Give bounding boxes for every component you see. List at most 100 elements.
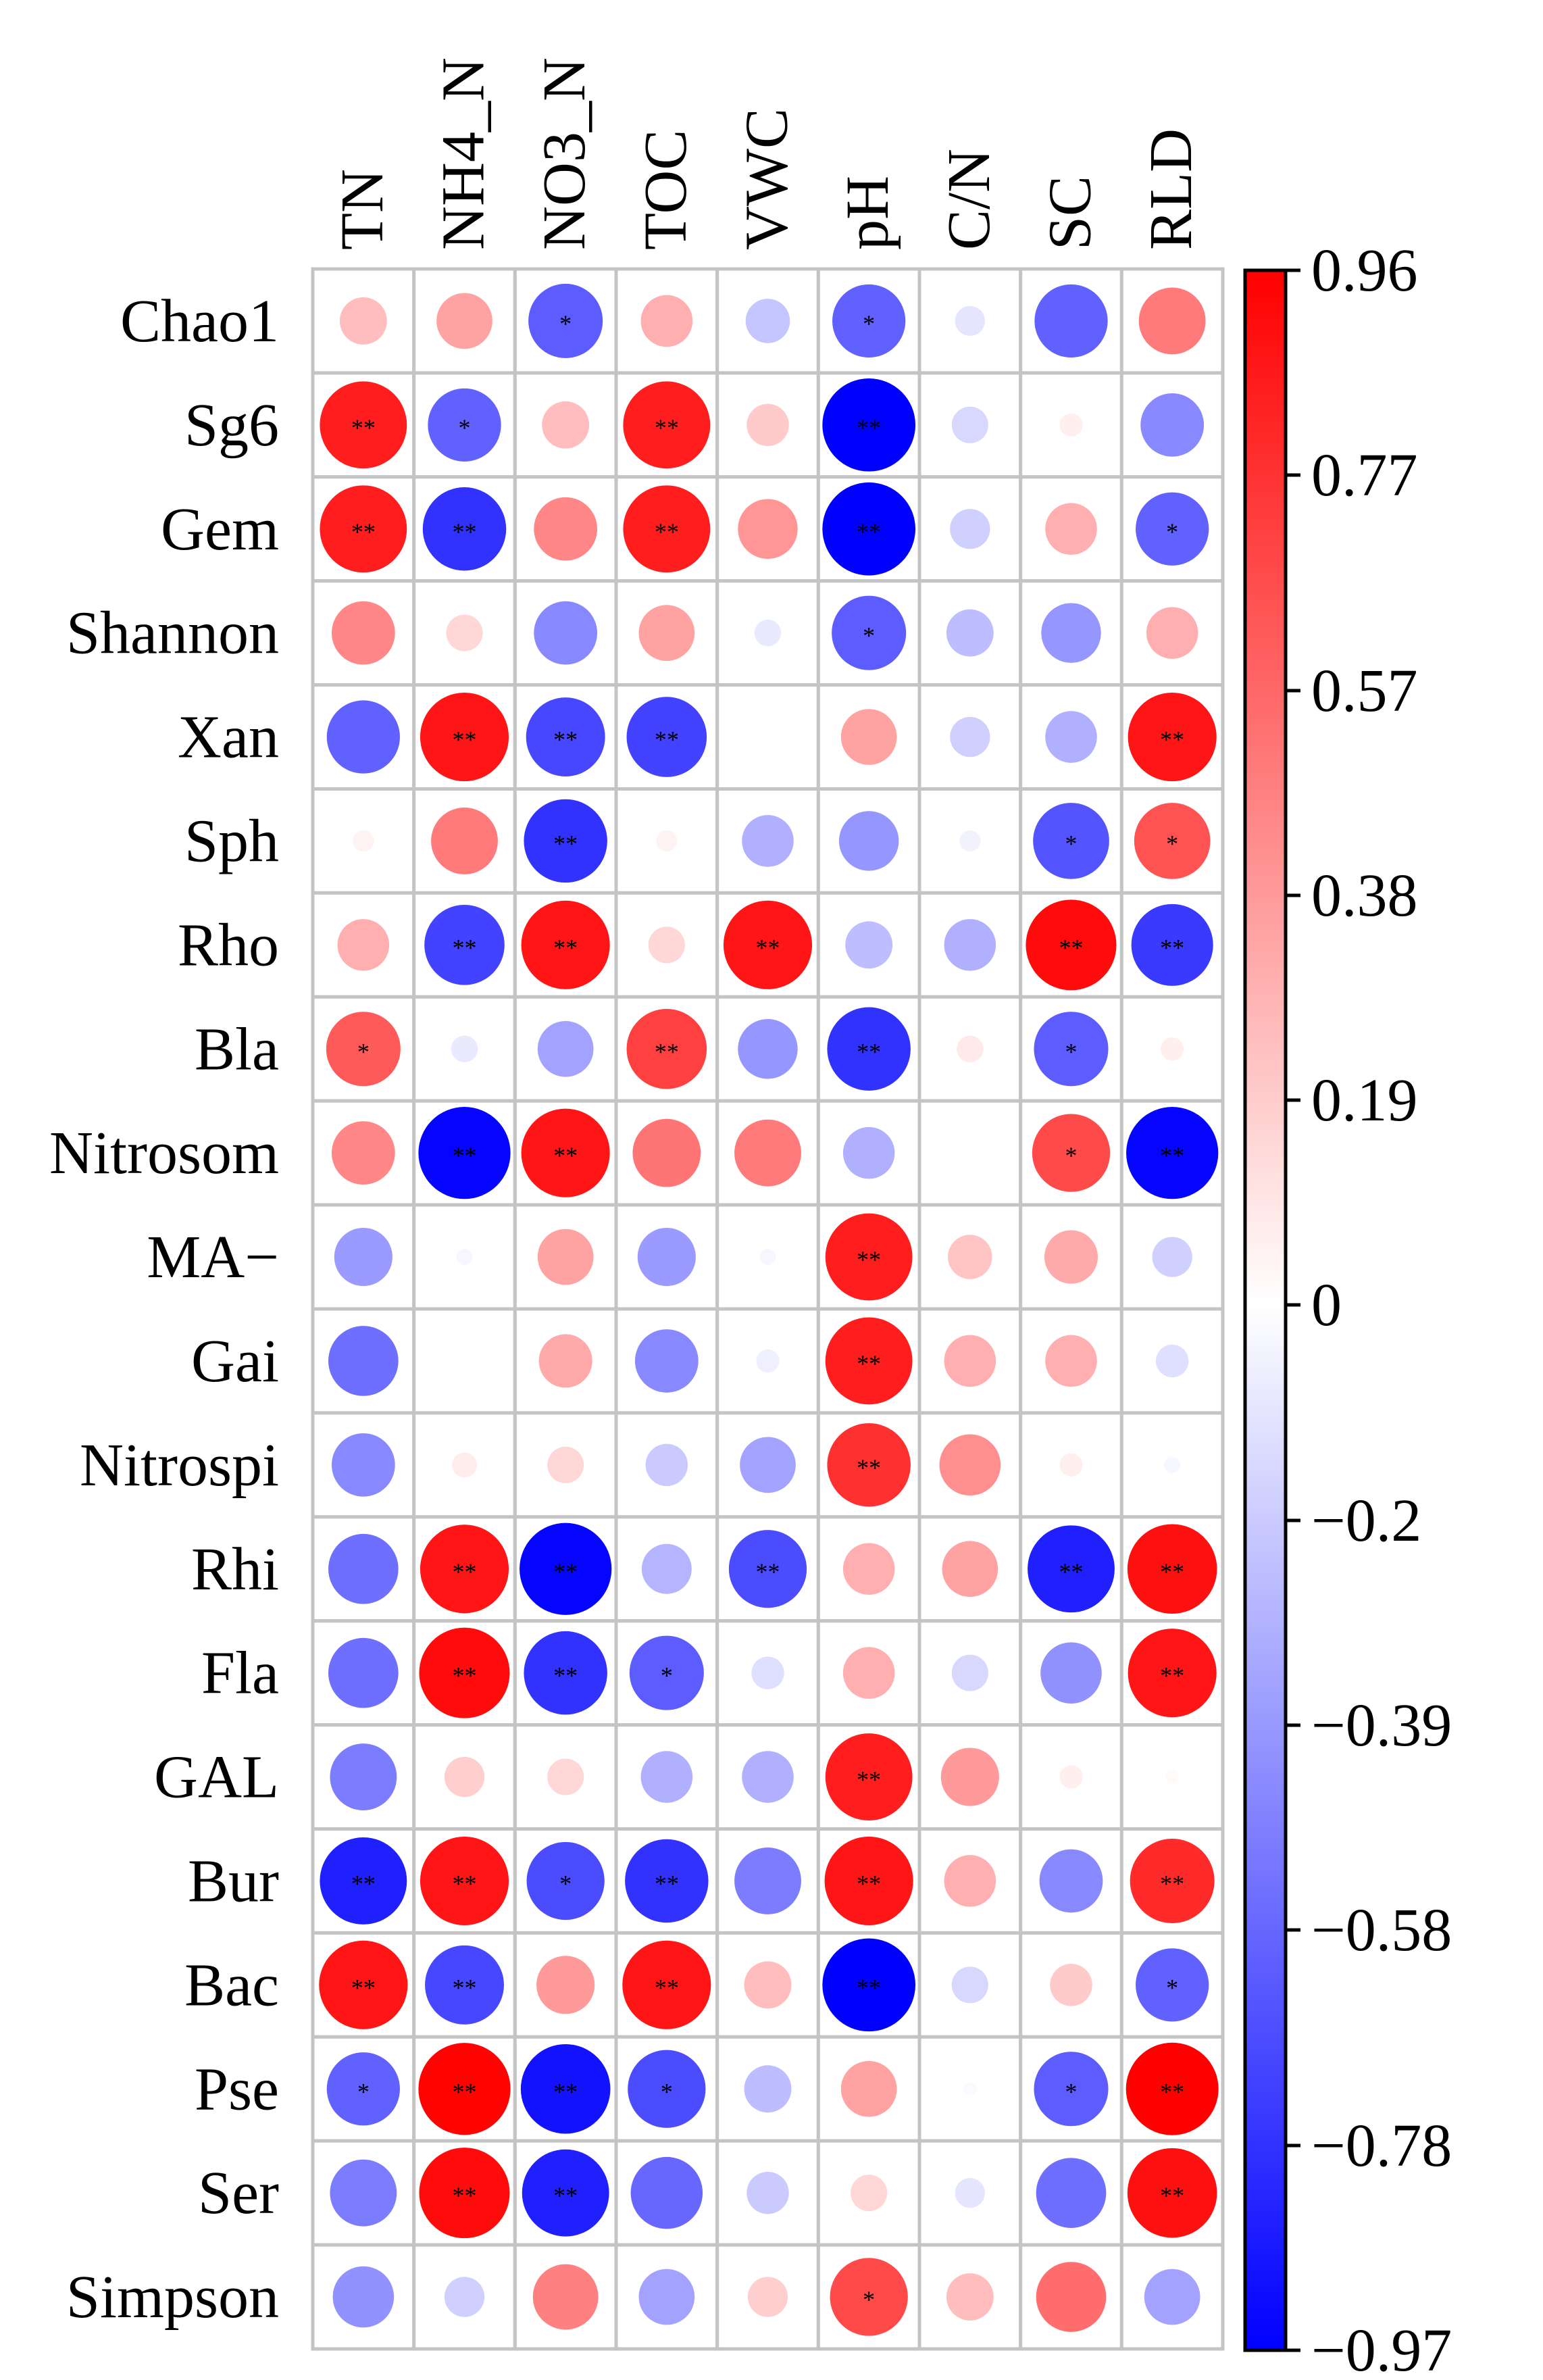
significance-marker: ** [857,1350,881,1377]
circle-ma−-ph [825,1213,913,1301]
grid-cell [715,371,820,479]
significance-marker: ** [553,1142,578,1169]
circle-simpson-nh4_n [444,2277,485,2317]
circle-nitrosom-nh4_n [418,1107,511,1199]
circle-sph-sc [1033,803,1109,879]
circle-chao1-c/n [955,305,985,337]
circle-bac-vwc [744,1961,792,2009]
significance-marker: * [357,1038,370,1065]
circle-ma−-toc [637,1227,696,1287]
circle-rho-tn [337,919,390,971]
circle-sg6-no3_n [542,401,590,449]
significance-marker: ** [857,1038,881,1065]
colorbar-tick-label: 0.19 [1311,1067,1418,1134]
colorbar-tick-label: 0 [1311,1272,1342,1339]
circle-nitrospi-rld [1164,1456,1181,1473]
circle-bur-sc [1039,1849,1103,1913]
circle-sg6-rld [1140,393,1205,457]
circle-bla-c/n [957,1035,984,1063]
circle-nitrosom-ph [842,1126,895,1179]
circle-bur-tn [320,1837,407,1925]
circle-nitrosom-rld [1126,1107,1219,1199]
circle-rhi-c/n [942,1541,998,1597]
circle-gal-tn [330,1743,397,1810]
circle-gai-tn [328,1326,399,1396]
circle-bla-tn [326,1012,401,1087]
significance-marker: ** [553,830,578,857]
circle-chao1-rld [1138,287,1206,355]
circle-xan-c/n [950,716,990,758]
circle-bur-nh4_n [420,1836,509,1926]
significance-marker: ** [857,1766,881,1793]
significance-marker: ** [453,2078,477,2105]
circle-nitrospi-toc [645,1443,688,1487]
row-label: Nitrospi [80,1432,279,1499]
significance-marker: ** [553,1558,578,1585]
circle-gai-ph [825,1317,913,1405]
circle-rhi-nh4_n [420,1524,509,1614]
circle-bac-sc [1050,1964,1092,2006]
row-label: Shannon [66,600,279,667]
significance-marker: ** [453,726,477,753]
circle-gal-sc [1059,1765,1083,1789]
column-label: NH4_N [430,57,497,250]
circle-gem-tn [320,485,407,573]
circle-nitrosom-tn [331,1121,395,1185]
circle-nitrosom-sc [1032,1114,1111,1192]
circle-pse-ph [840,2060,897,2117]
circle-nitrospi-c/n [939,1434,1001,1496]
colorbar-tick-label: −0.97 [1311,2317,1452,2380]
circle-bla-rld [1161,1037,1184,1061]
significance-marker: * [661,2078,673,2105]
circle-bac-toc [622,1940,711,2029]
significance-marker: ** [756,934,780,961]
grid-cell [412,1307,517,1415]
circle-bur-rld [1130,1838,1215,1923]
circle-fla-toc [629,1635,704,1710]
circle-pse-c/n [963,2082,977,2096]
significance-marker: ** [453,1142,477,1169]
circle-bur-c/n [944,1855,996,1907]
circle-bla-nh4_n [451,1035,478,1063]
circle-pse-tn [326,2052,400,2126]
column-label: TN [329,169,396,250]
circle-gem-nh4_n [422,487,507,571]
circle-fla-rld [1128,1629,1217,1718]
row-label: Sph [184,808,279,874]
grid-cell [715,683,820,791]
circle-rho-vwc [723,900,813,989]
circle-nitrosom-no3_n [521,1108,610,1197]
row-label: Sg6 [184,392,279,459]
circle-sph-tn [353,830,374,852]
column-labels: TN NH4_N NO3_N TOC VWC pH C/N SC RLD [329,57,1205,250]
circle-rho-nh4_n [424,905,505,985]
circle-sg6-tn [320,381,407,469]
significance-marker: * [459,414,471,441]
circle-ma−-tn [334,1227,393,1287]
significance-marker: * [863,622,875,649]
circle-sph-vwc [742,815,794,867]
circle-ser-no3_n [522,2149,609,2237]
circle-bla-no3_n [537,1020,594,1077]
correlation-circles [319,283,1219,2336]
circle-ser-c/n [955,2178,985,2208]
significance-marker: ** [655,1974,679,2001]
colorbar-tick-label: −0.78 [1311,2112,1452,2179]
circle-bac-rld [1136,1948,1209,2022]
column-label: TOC [632,130,699,250]
circle-gem-toc [623,485,711,573]
significance-marker: ** [1160,1870,1184,1897]
circle-gai-rld [1155,1344,1189,1378]
significance-marker: ** [1160,1558,1184,1585]
significance-marker: ** [857,518,881,545]
row-label: Simpson [66,2264,279,2331]
significance-marker: * [559,310,572,337]
significance-marker: ** [857,414,881,441]
significance-marker: * [1166,1974,1178,2001]
circle-rho-sc [1026,899,1117,991]
significance-marker: ** [1160,726,1184,753]
circle-fla-vwc [751,1656,784,1689]
colorbar-tick-label: 0.38 [1311,862,1418,929]
circle-gai-sc [1045,1335,1097,1387]
